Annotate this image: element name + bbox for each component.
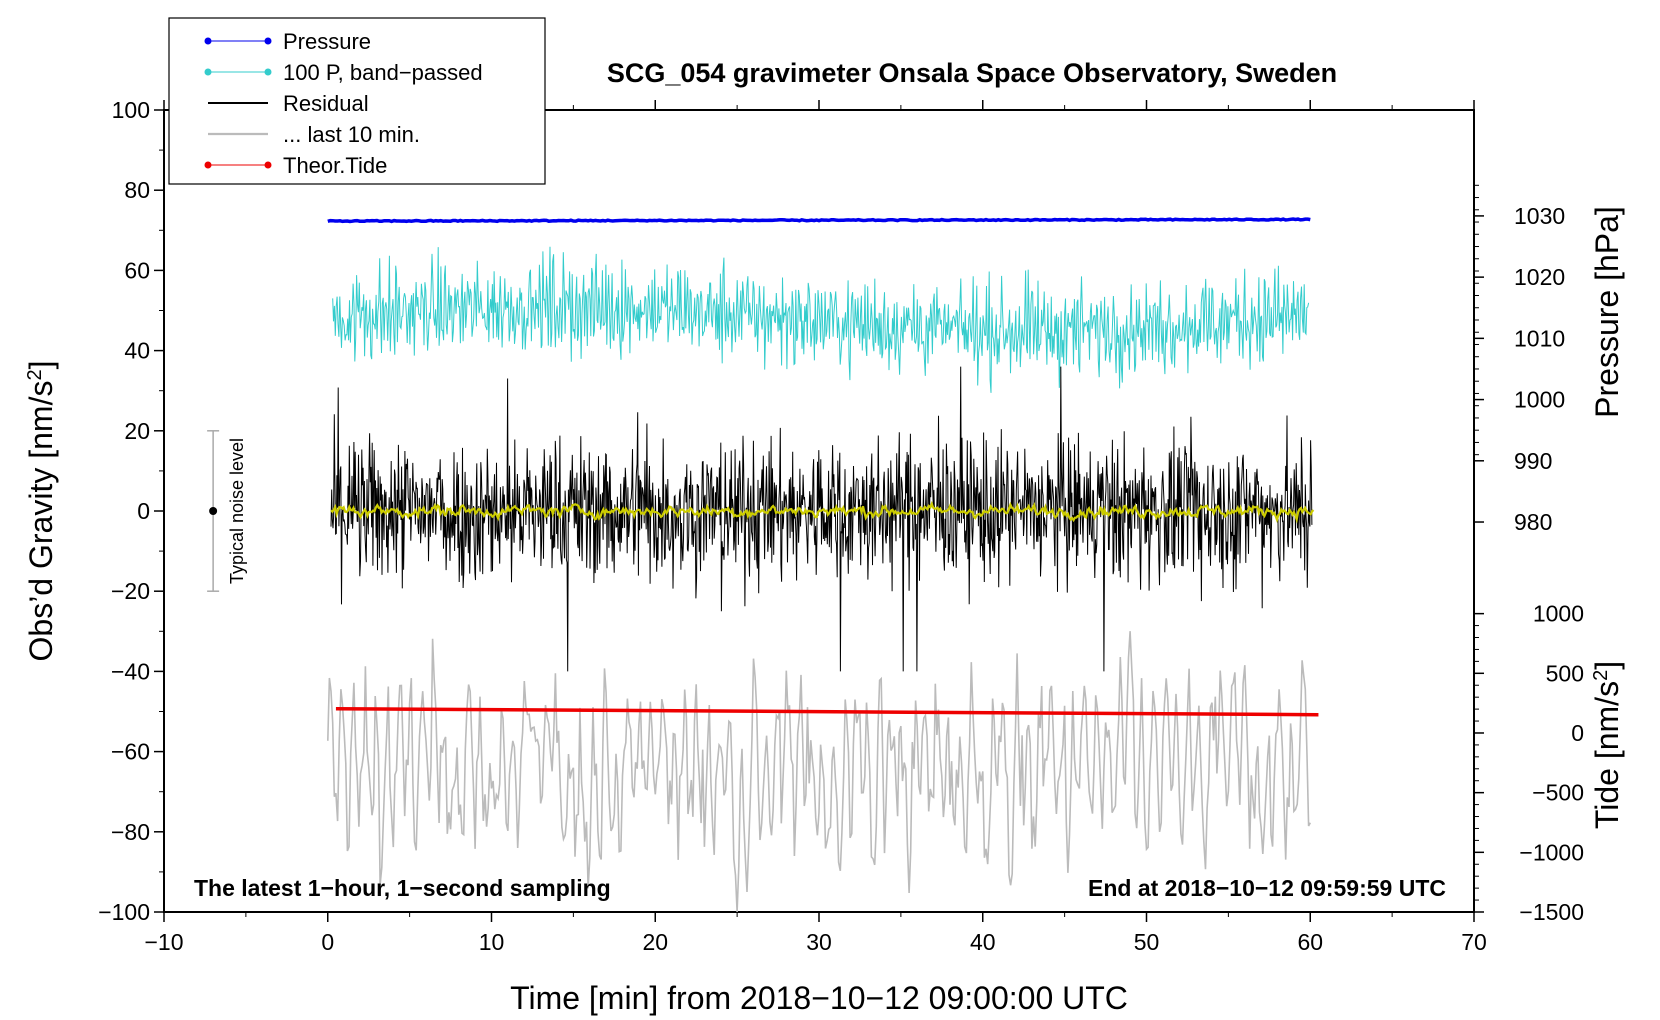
- y-axis-title-pressure: Pressure [hPa]: [1589, 206, 1625, 418]
- tide-tick-label: −1500: [1519, 899, 1584, 925]
- pressure-tick-label: 1020: [1514, 264, 1565, 290]
- chart-title: SCG_054 gravimeter Onsala Space Observat…: [607, 58, 1337, 88]
- legend-marker: [264, 68, 272, 76]
- legend-marker: [204, 161, 212, 169]
- tide-tick-label: −500: [1532, 780, 1584, 806]
- legend: Pressure 100 P, band−passed Residual ... la…: [168, 17, 546, 185]
- x-tick-label: 20: [642, 929, 668, 955]
- annotation-bottom-left: The latest 1−hour, 1−second sampling: [194, 875, 611, 901]
- series-residual-smoothed: [330, 500, 1315, 524]
- legend-marker: [264, 161, 272, 169]
- legend-marker: [204, 68, 212, 76]
- pressure-tick-labels: 980 990 1000 1010 1020 1030: [1514, 203, 1565, 535]
- tide-tick-label: 500: [1546, 660, 1584, 686]
- noise-bar-label: Typical noise level: [227, 438, 247, 584]
- series-last-10-min: [327, 631, 1312, 913]
- x-axis-title: Time [min] from 2018−10−12 09:00:00 UTC: [510, 980, 1128, 1016]
- y-axis-title-left: Obs’d Gravity [nm/s2]: [23, 361, 59, 662]
- pressure-tick-label: 990: [1514, 448, 1552, 474]
- y-tick-label: 20: [124, 418, 150, 444]
- pressure-tick-label: 1010: [1514, 325, 1565, 351]
- x-tick-label: 40: [970, 929, 996, 955]
- x-tick-label: 30: [806, 929, 832, 955]
- y-tick-label: −20: [111, 578, 150, 604]
- y-tick-label: −60: [111, 739, 150, 765]
- y-axis-title-tide: Tide [nm/s2]: [1589, 661, 1625, 829]
- x-tick-label: 60: [1297, 929, 1323, 955]
- legend-label: Residual: [283, 91, 369, 116]
- x-tick-label: 70: [1461, 929, 1487, 955]
- tide-tick-label: −1000: [1519, 839, 1584, 865]
- annotation-bottom-right: End at 2018−10−12 09:59:59 UTC: [1088, 875, 1446, 901]
- y-tick-label: 0: [137, 498, 150, 524]
- x-tick-label: −10: [144, 929, 183, 955]
- legend-label: Theor.Tide: [283, 153, 387, 178]
- series-pressure: [327, 217, 1311, 224]
- x-tick-label: 0: [321, 929, 334, 955]
- legend-label: ... last 10 min.: [283, 122, 420, 147]
- y-tick-label: 100: [112, 97, 150, 123]
- x-tick-label: 10: [479, 929, 505, 955]
- pressure-tick-label: 980: [1514, 509, 1552, 535]
- series-theoretical-tide: [335, 706, 1319, 717]
- noise-bar-center: [209, 507, 218, 515]
- tide-tick-label: 1000: [1533, 601, 1584, 627]
- y-tick-label: 60: [124, 257, 150, 283]
- y-tick-label: −80: [111, 819, 150, 845]
- y-tick-label: 80: [124, 177, 150, 203]
- legend-label: 100 P, band−passed: [283, 60, 483, 85]
- y-tick-label: −100: [98, 899, 150, 925]
- tide-tick-label: 0: [1571, 720, 1584, 746]
- legend-box: [168, 17, 546, 185]
- tide-tick-labels: −1500 −1000 −500 0 500 1000: [1519, 601, 1584, 925]
- y-tick-label: −40: [111, 658, 150, 684]
- x-tick-label: 50: [1134, 929, 1160, 955]
- legend-marker: [204, 37, 212, 45]
- pressure-tick-label: 1030: [1514, 203, 1565, 229]
- legend-label: Pressure: [283, 29, 371, 54]
- y-tick-labels: −100 −80 −60 −40 −20 0 20 40 60 80 100: [98, 97, 150, 925]
- y-tick-label: 40: [124, 338, 150, 364]
- series-residual: [330, 366, 1313, 672]
- x-tick-labels: −10 0 10 20 30 40 50 60 70: [144, 929, 1486, 955]
- series-layer: [327, 217, 1319, 913]
- series-pressure-bandpassed: [332, 246, 1310, 393]
- noise-level-bar: Typical noise level: [207, 430, 247, 592]
- pressure-tick-label: 1000: [1514, 387, 1565, 413]
- legend-marker: [264, 37, 272, 45]
